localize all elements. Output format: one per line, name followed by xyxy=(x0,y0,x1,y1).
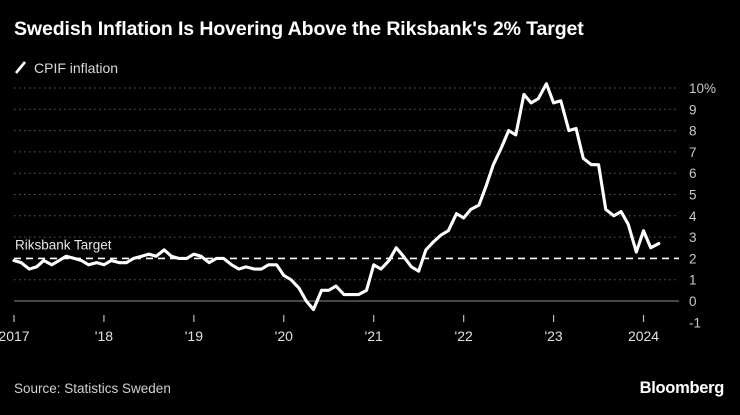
xtick-label: 2024 xyxy=(628,328,659,344)
ytick-label: 6 xyxy=(689,166,697,181)
xtick-label: '20 xyxy=(275,328,293,344)
riksbank-target-label: Riksbank Target xyxy=(15,237,112,252)
xtick-label: '23 xyxy=(544,328,562,344)
ytick-label: 1 xyxy=(689,273,697,288)
ytick-label: 3 xyxy=(689,230,697,245)
legend: CPIF inflation xyxy=(14,60,118,75)
legend-label: CPIF inflation xyxy=(34,59,119,76)
ytick-label: 5 xyxy=(689,188,697,203)
ytick-label: 8 xyxy=(689,124,697,139)
ytick-label: 0 xyxy=(689,294,697,309)
ytick-label: 4 xyxy=(689,209,697,224)
bloomberg-logo: Bloomberg xyxy=(639,379,725,397)
xtick-label: '19 xyxy=(185,328,203,344)
ytick-label: 10% xyxy=(689,81,716,96)
source-note: Source: Statistics Sweden xyxy=(14,381,171,396)
ytick-label: 7 xyxy=(689,145,697,160)
data-series-line xyxy=(12,82,661,312)
ytick-label: 9 xyxy=(689,102,697,117)
ytick-label: -1 xyxy=(689,315,701,330)
xtick-label: '21 xyxy=(365,328,383,344)
xtick-label: '18 xyxy=(95,328,113,344)
line-slash-icon xyxy=(14,60,27,75)
xtick-label: 2017 xyxy=(0,328,30,344)
xtick-label: '22 xyxy=(455,328,473,344)
ytick-label: 2 xyxy=(689,251,697,266)
page-title: Swedish Inflation Is Hovering Above the … xyxy=(14,18,584,40)
